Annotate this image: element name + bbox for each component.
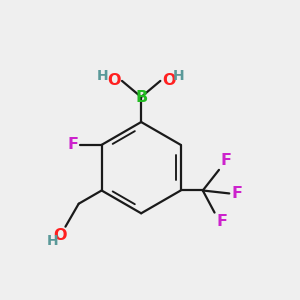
Text: B: B <box>135 89 147 104</box>
Text: H: H <box>173 69 184 82</box>
Text: O: O <box>107 74 121 88</box>
Text: F: F <box>232 186 243 201</box>
Text: O: O <box>53 228 67 243</box>
Text: F: F <box>216 214 227 229</box>
Text: F: F <box>67 137 78 152</box>
Text: O: O <box>162 74 175 88</box>
Text: H: H <box>97 69 109 82</box>
Text: F: F <box>220 153 231 168</box>
Text: H: H <box>46 234 58 248</box>
